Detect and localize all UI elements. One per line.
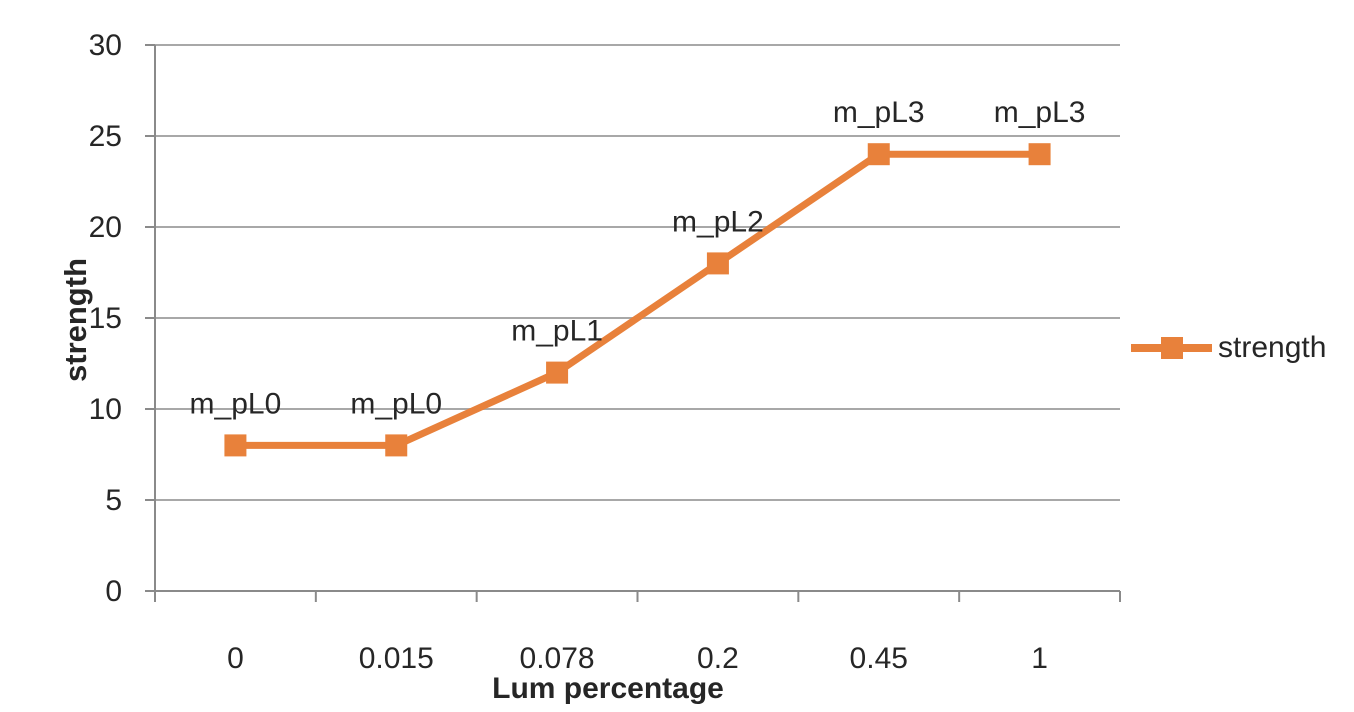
x-tick-label: 0.2: [697, 642, 739, 675]
point-label: m_pL2: [672, 205, 764, 238]
y-tick-label: 25: [89, 120, 122, 153]
series-marker: [1028, 143, 1051, 166]
y-tick-label: 0: [105, 575, 122, 608]
y-tick-label: 10: [89, 393, 122, 426]
series-marker: [706, 252, 729, 275]
series-marker: [385, 434, 408, 457]
y-tick-label: 15: [89, 302, 122, 335]
point-label: m_pL0: [190, 387, 282, 420]
legend-marker-swatch: [1161, 337, 1183, 359]
x-tick-label: 0: [227, 642, 244, 675]
x-tick-label: 1: [1031, 642, 1048, 675]
x-axis-title: Lum percentage: [492, 672, 724, 705]
point-label: m_pL0: [350, 387, 442, 420]
series-marker: [546, 361, 569, 384]
point-label: m_pL1: [511, 315, 603, 348]
x-tick-label: 0.015: [359, 642, 434, 675]
point-label: m_pL3: [833, 96, 925, 129]
series-marker: [867, 143, 890, 166]
series-line: [235, 150, 1040, 449]
y-tick-label: 5: [105, 484, 122, 517]
series-marker: [224, 434, 247, 457]
x-tick-label: 0.45: [850, 642, 908, 675]
x-tick-label: 0.078: [520, 642, 595, 675]
y-tick-label: 30: [89, 29, 122, 62]
legend-label: strength: [1218, 331, 1327, 364]
y-axis-title: strength: [58, 258, 93, 382]
point-label: m_pL3: [994, 96, 1086, 129]
y-tick-label: 20: [89, 211, 122, 244]
